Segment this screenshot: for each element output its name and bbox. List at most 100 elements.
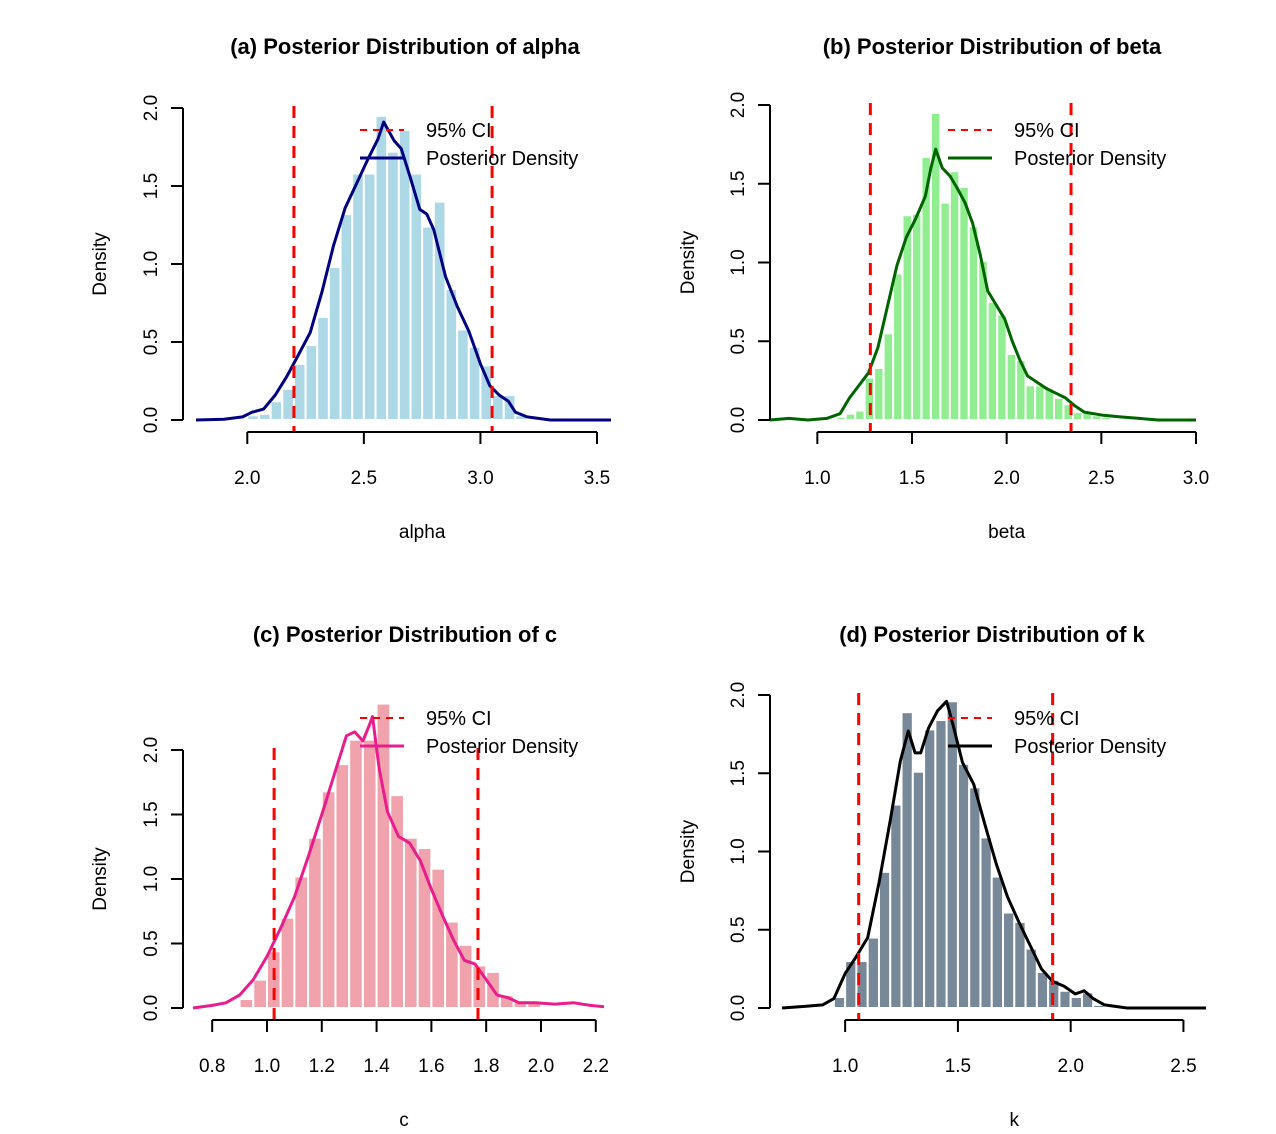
histogram-bar — [854, 409, 866, 421]
chart-title: (a) Posterior Distribution of alpha — [230, 34, 580, 59]
y-tick-label: 0.5 — [141, 930, 162, 956]
histogram-bar — [374, 114, 389, 422]
y-tick-label: 1.0 — [141, 251, 162, 277]
y-tick-label: 0.0 — [141, 407, 162, 433]
x-tick-label: 1.0 — [254, 1056, 280, 1077]
histogram-bar — [923, 728, 937, 1009]
histogram-bar — [402, 836, 419, 1009]
y-tick-label: 1.5 — [141, 801, 162, 827]
legend-label: 95% CI — [426, 120, 492, 142]
histogram-bar — [348, 738, 364, 1009]
x-tick-label: 1.0 — [804, 468, 830, 489]
histogram-bar — [844, 960, 858, 1009]
y-tick-label: 0.5 — [728, 328, 749, 354]
legend: 95% CI Posterior Density — [948, 708, 1166, 758]
x-axis-label: alpha — [399, 522, 446, 543]
histogram-bar — [844, 412, 857, 422]
histogram-bar — [327, 266, 342, 421]
histogram-bar — [307, 836, 323, 1009]
histogram-bar — [1024, 384, 1037, 422]
density-curve — [769, 147, 1196, 422]
panel-b: (b) Posterior Distribution of beta 1.0 1.5… — [678, 34, 1209, 543]
histogram-bar — [339, 213, 354, 421]
histogram-bar — [979, 836, 993, 1009]
y-axis-label: Density — [90, 232, 111, 296]
panel-a: (a) Posterior Distribution of alpha 2.0 2.… — [90, 34, 611, 543]
y-axis-label: Density — [678, 819, 699, 883]
histogram-bars — [835, 111, 1112, 422]
histogram-bar — [421, 225, 435, 421]
x-tick-label: 2.0 — [528, 1056, 554, 1077]
histogram-bar — [986, 300, 999, 421]
y-tick-label: 1.5 — [141, 173, 162, 199]
histogram-bar — [444, 287, 459, 421]
histogram-bar — [900, 711, 914, 1010]
x-tick-label: 2.5 — [1088, 468, 1114, 489]
y-tick-label: 2.0 — [728, 682, 749, 708]
legend: 95% CI Posterior Density — [360, 120, 578, 170]
legend-label: 95% CI — [426, 708, 492, 730]
y-tick-label: 0.0 — [141, 995, 162, 1021]
density-curve — [781, 699, 1206, 1010]
histogram-bar — [279, 916, 296, 1010]
histogram-bar — [990, 875, 1005, 1009]
y-tick-label: 1.0 — [141, 866, 162, 892]
histogram-bar — [292, 362, 307, 421]
histogram-bar — [1053, 396, 1065, 422]
x-tick-label: 1.0 — [832, 1056, 858, 1077]
y-tick-label: 2.0 — [728, 92, 749, 118]
x-axis-label: beta — [988, 522, 1025, 543]
histogram-bar — [882, 332, 895, 421]
histogram-bar — [304, 344, 319, 421]
histogram-bar — [362, 172, 377, 421]
histogram-bar — [892, 272, 904, 421]
chart-title: (b) Posterior Distribution of beta — [823, 34, 1162, 59]
histogram-bar — [351, 172, 365, 421]
histogram-bar — [479, 364, 494, 421]
histogram-bar — [889, 803, 903, 1009]
y-tick-label: 0.5 — [728, 917, 749, 943]
histogram-bar — [491, 394, 505, 422]
histogram-bar — [389, 794, 405, 1010]
legend-label: 95% CI — [1014, 120, 1080, 142]
y-tick-label: 0.0 — [728, 407, 749, 433]
histogram-bar — [948, 170, 961, 421]
histogram-bar — [967, 225, 980, 421]
panel-d: (d) Posterior Distribution of k 1.0 1.5 2.0… — [678, 622, 1206, 1131]
x-axis-label: c — [399, 1110, 409, 1131]
histogram-bar — [1071, 411, 1084, 421]
x-tick-label: 1.5 — [945, 1056, 971, 1077]
histogram-bar — [996, 313, 1008, 422]
x-tick-label: 1.6 — [418, 1056, 444, 1077]
x-tick-label: 0.8 — [199, 1056, 225, 1077]
y-axis-label: Density — [678, 230, 699, 294]
histogram-bar — [911, 212, 923, 421]
density-curve — [195, 120, 611, 422]
y-tick-label: 1.0 — [728, 838, 749, 864]
histogram-bar — [316, 316, 330, 422]
x-tick-label: 1.2 — [309, 1056, 335, 1077]
histogram-bar — [246, 414, 260, 422]
x-tick-label: 2.0 — [234, 468, 260, 489]
legend-label: Posterior Density — [426, 736, 578, 758]
y-tick-label: 1.0 — [728, 249, 749, 275]
histogram-bar — [968, 786, 982, 1010]
histogram-bar — [877, 870, 892, 1009]
x-tick-label: 2.0 — [1057, 1056, 1083, 1077]
chart-title: (c) Posterior Distribution of c — [253, 622, 557, 647]
x-tick-label: 3.5 — [584, 468, 610, 489]
histogram-bar — [430, 867, 447, 1009]
x-tick-label: 2.5 — [351, 468, 377, 489]
x-tick-label: 2.0 — [993, 468, 1019, 489]
x-tick-label: 1.5 — [899, 468, 925, 489]
x-tick-label: 1.8 — [473, 1056, 499, 1077]
histogram-bar — [281, 387, 295, 421]
y-tick-label: 2.0 — [141, 737, 162, 763]
histogram-bar — [257, 412, 272, 422]
x-tick-label: 3.0 — [467, 468, 493, 489]
chart-title: (d) Posterior Distribution of k — [839, 622, 1145, 647]
histogram-bar — [832, 996, 847, 1009]
x-tick-label: 3.0 — [1183, 468, 1209, 489]
histogram-bar — [252, 978, 268, 1009]
histogram-bar — [320, 790, 337, 1010]
